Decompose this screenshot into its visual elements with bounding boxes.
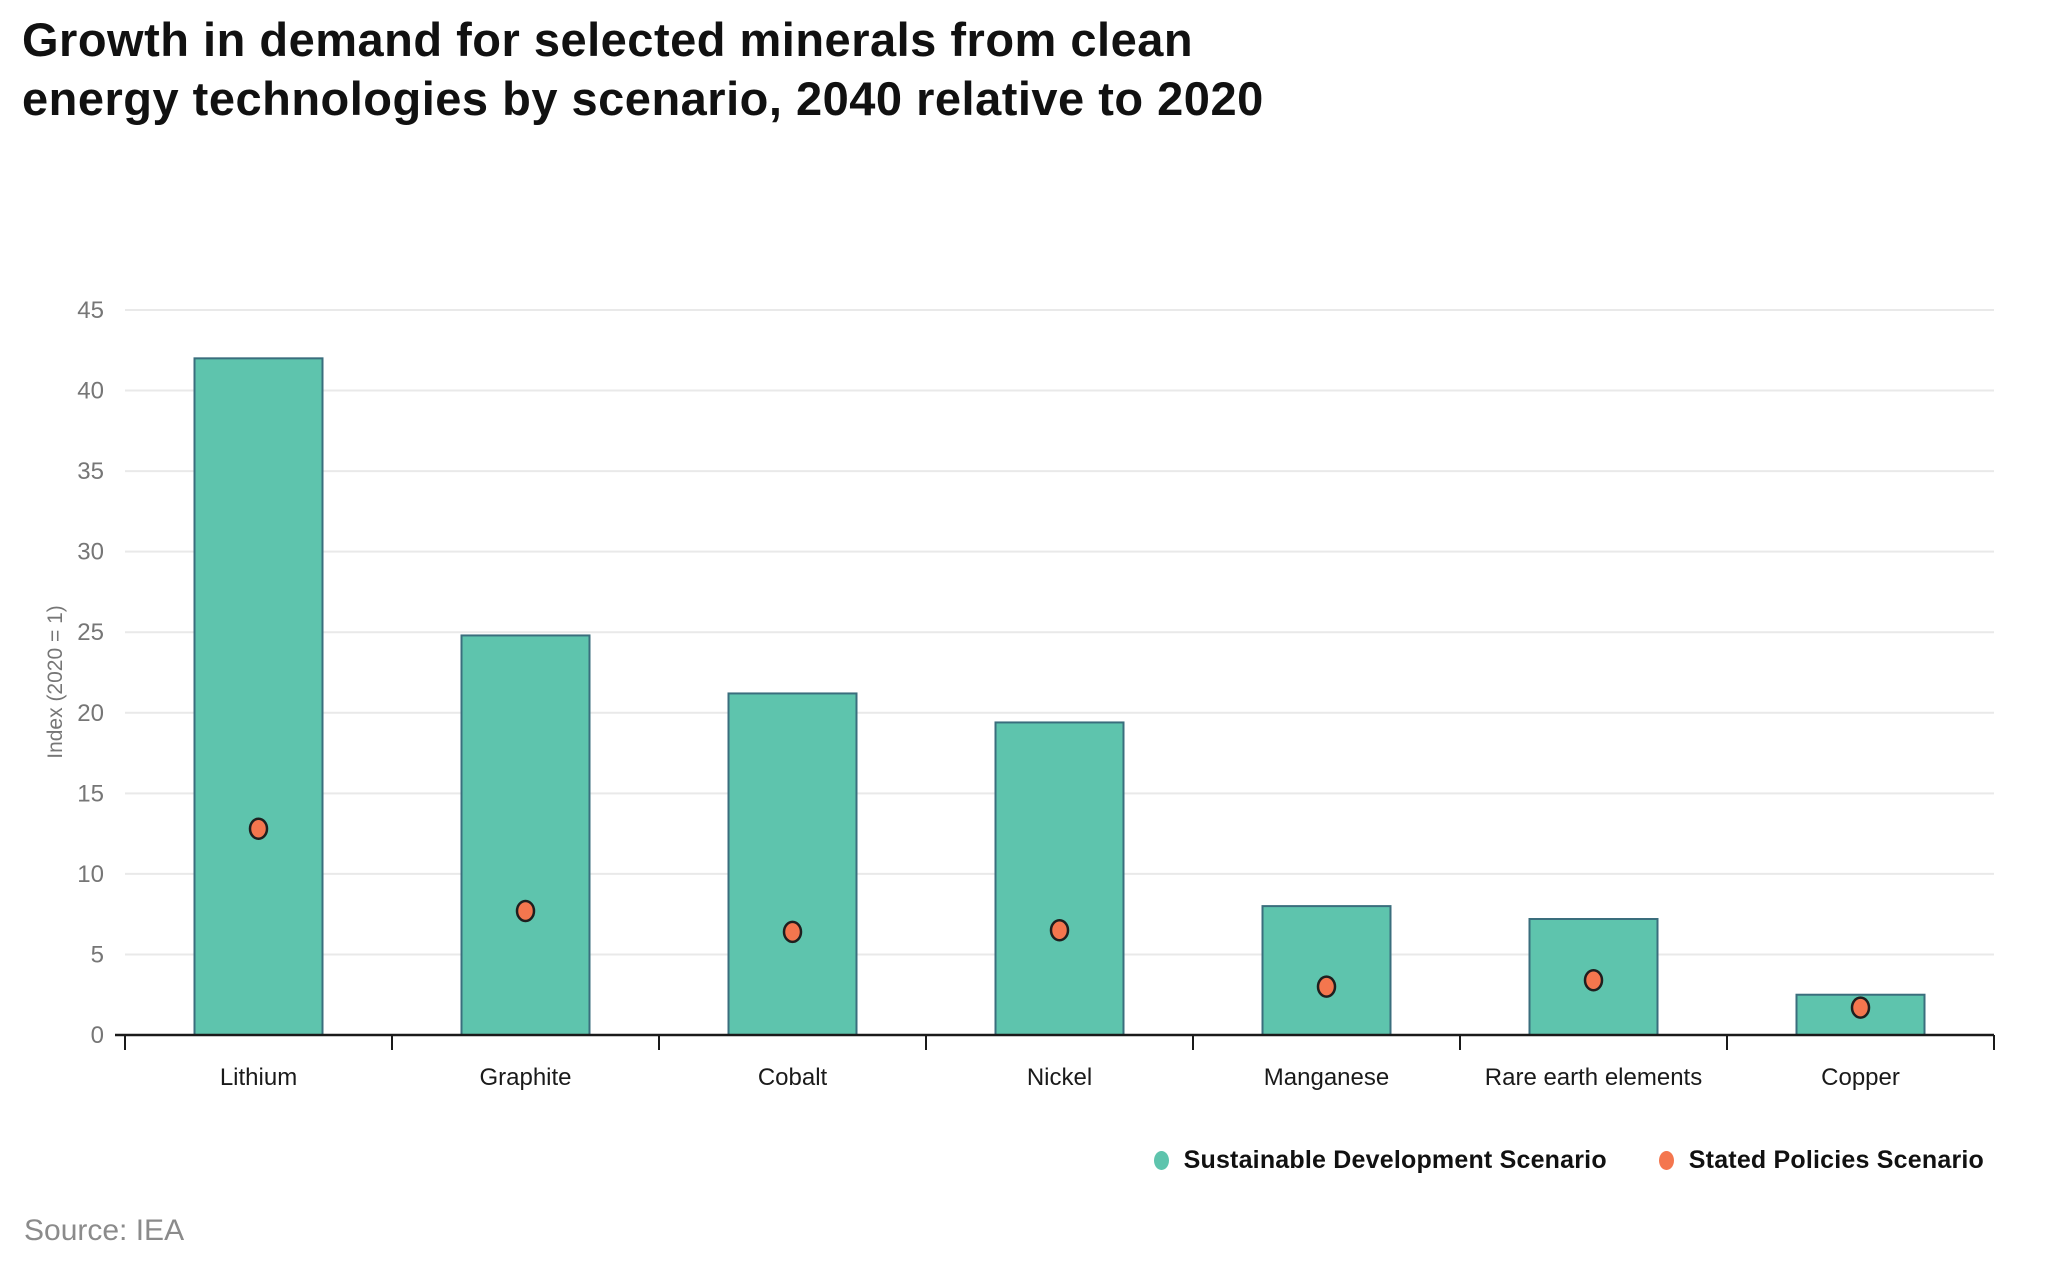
chart-title-line-1: Growth in demand for selected minerals f… (22, 13, 1194, 66)
dot-graphite (515, 899, 536, 923)
x-category-label-cobalt: Cobalt (758, 1064, 828, 1091)
y-tick-label-30: 30 (77, 539, 104, 566)
y-tick-label-15: 15 (77, 780, 104, 807)
source-note: Source: IEA (24, 1214, 185, 1247)
legend: Sustainable Development Scenario Stated … (1153, 1146, 1984, 1175)
dot-cobalt (782, 920, 803, 944)
chart-svg: 0 5 10 15 20 25 30 35 40 45 Index (2020 = 1) Lithiu… (44, 297, 1995, 1091)
legend-swatch-teal-icon (1153, 1151, 1169, 1170)
x-category-label-rare-earth-elements: Rare earth elements (1485, 1064, 1702, 1091)
bar-cobalt (727, 692, 858, 1036)
y-tick-label-20: 20 (77, 700, 104, 727)
legend-item-stated-policies-scenario: Stated Policies Scenario (1658, 1146, 1984, 1175)
y-tick-label-25: 25 (77, 619, 104, 646)
dot-rare-earth-elements (1583, 968, 1604, 992)
y-tick-label-0: 0 (91, 1022, 104, 1049)
x-category-label-copper: Copper (1821, 1064, 1900, 1091)
chart-title: Growth in demand for selected minerals f… (22, 10, 1264, 128)
legend-item-sustainable-development-scenario: Sustainable Development Scenario (1153, 1146, 1607, 1175)
x-category-label-lithium: Lithium (220, 1064, 297, 1091)
x-category-label-graphite: Graphite (479, 1064, 571, 1091)
dot-nickel (1049, 919, 1070, 942)
y-tick-label-45: 45 (77, 297, 104, 324)
bar-rare-earth-elements (1528, 918, 1659, 1036)
chart-title-line-2: energy technologies by scenario, 2040 re… (22, 72, 1264, 125)
x-category-label-nickel: Nickel (1027, 1064, 1092, 1091)
legend-swatch-orange-icon (1658, 1151, 1674, 1170)
y-tick-label-35: 35 (77, 458, 104, 485)
y-axis-title: Index (2020 = 1) (44, 605, 67, 759)
bar-nickel (994, 721, 1125, 1036)
legend-label: Sustainable Development Scenario (1183, 1146, 1607, 1174)
y-tick-label-5: 5 (91, 941, 104, 968)
y-tick-label-40: 40 (77, 378, 104, 405)
y-tick-label-10: 10 (77, 861, 104, 888)
x-category-label-manganese: Manganese (1264, 1064, 1389, 1091)
dot-manganese (1316, 975, 1337, 998)
bar-manganese (1261, 905, 1392, 1036)
legend-label: Stated Policies Scenario (1688, 1146, 1984, 1174)
bar-graphite (460, 634, 591, 1036)
bar-lithium (193, 357, 324, 1037)
dot-copper (1850, 996, 1871, 1019)
dot-lithium (248, 817, 269, 841)
